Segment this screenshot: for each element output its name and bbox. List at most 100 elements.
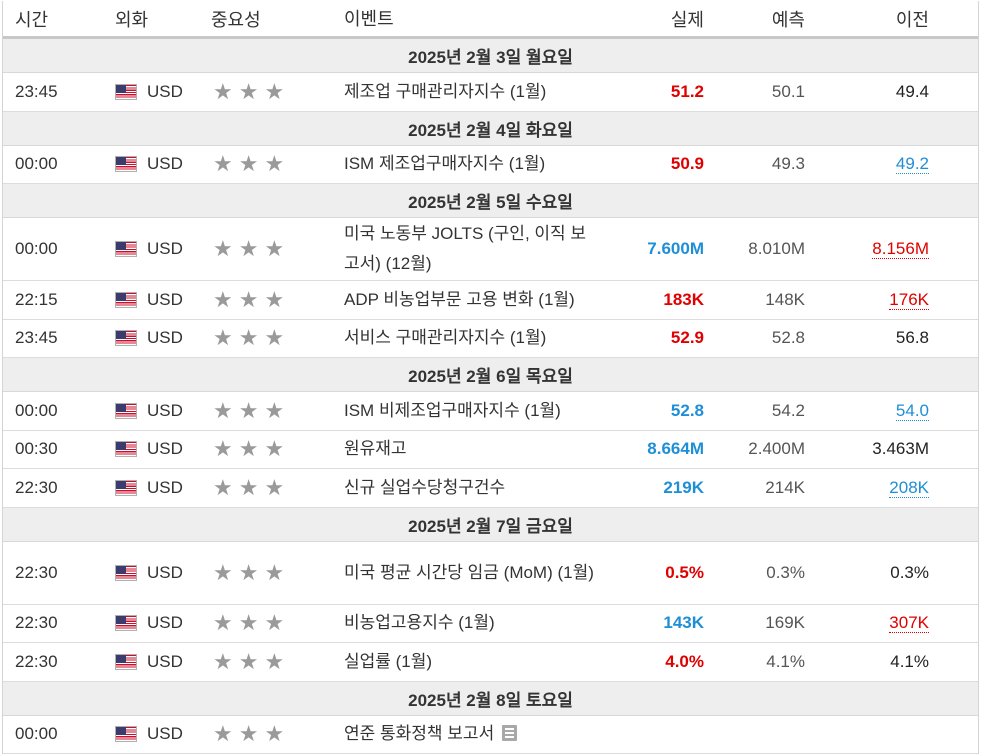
star-icon: ★	[239, 327, 259, 349]
event-title[interactable]: ISM 제조업구매자지수 (1월)	[344, 154, 545, 173]
event-title[interactable]: 원유재고	[344, 439, 407, 458]
star-icon: ★	[239, 651, 259, 673]
event-currency: USD	[113, 290, 211, 310]
importance-stars: ★★★	[211, 651, 344, 673]
header-event[interactable]: 이벤트	[344, 4, 602, 34]
event-currency: USD	[113, 613, 211, 633]
star-icon: ★	[213, 651, 233, 673]
event-previous: 0.3%	[890, 563, 929, 582]
event-actual: 52.8	[602, 401, 704, 421]
event-previous[interactable]: 8.156M	[872, 239, 929, 259]
event-currency: USD	[113, 401, 211, 421]
event-currency: USD	[113, 724, 211, 744]
event-actual: 219K	[602, 478, 704, 498]
star-icon: ★	[213, 477, 233, 499]
star-icon: ★	[264, 562, 284, 584]
event-forecast: 2.400M	[704, 439, 805, 459]
event-actual: 50.9	[602, 154, 704, 174]
event-title[interactable]: 서비스 구매관리자지수 (1월)	[344, 328, 546, 347]
event-actual: 51.2	[602, 82, 704, 102]
us-flag-icon	[115, 615, 137, 631]
currency-code: USD	[147, 82, 183, 102]
importance-stars: ★★★	[211, 289, 344, 311]
event-name[interactable]: 서비스 구매관리자지수 (1월)	[344, 323, 602, 353]
event-title[interactable]: 미국 노동부 JOLTS (구인, 이직 보고서) (12월)	[344, 224, 586, 273]
event-name[interactable]: ADP 비농업부문 고용 변화 (1월)	[344, 285, 602, 315]
event-name[interactable]: 실업률 (1월)	[344, 647, 602, 677]
event-actual: 183K	[602, 290, 704, 310]
event-name[interactable]: 미국 노동부 JOLTS (구인, 이직 보고서) (12월)	[344, 219, 602, 279]
currency-code: USD	[147, 563, 183, 583]
header-actual[interactable]: 실제	[602, 6, 704, 32]
event-title[interactable]: 비농업고용지수 (1월)	[344, 613, 495, 632]
day-header: 2025년 2월 8일 토요일	[3, 682, 978, 716]
event-previous[interactable]: 54.0	[896, 401, 929, 421]
star-icon: ★	[239, 400, 259, 422]
us-flag-icon	[115, 654, 137, 670]
event-name[interactable]: 비농업고용지수 (1월)	[344, 608, 602, 638]
star-icon: ★	[239, 562, 259, 584]
us-flag-icon	[115, 441, 137, 457]
event-name[interactable]: 제조업 구매관리자지수 (1월)	[344, 77, 602, 107]
event-currency: USD	[113, 328, 211, 348]
us-flag-icon	[115, 480, 137, 496]
event-title[interactable]: 실업률 (1월)	[344, 652, 432, 671]
us-flag-icon	[115, 241, 137, 257]
star-icon: ★	[213, 238, 233, 260]
event-name[interactable]: ISM 제조업구매자지수 (1월)	[344, 149, 602, 179]
event-name[interactable]: 연준 통화정책 보고서	[344, 719, 602, 749]
event-name[interactable]: ISM 비제조업구매자지수 (1월)	[344, 396, 602, 426]
event-previous[interactable]: 176K	[889, 290, 929, 310]
event-title[interactable]: 제조업 구매관리자지수 (1월)	[344, 82, 546, 101]
event-time: 00:00	[3, 154, 113, 174]
event-previous-cell: 49.4	[805, 82, 929, 102]
event-title[interactable]: 신규 실업수당청구건수	[344, 478, 505, 497]
star-icon: ★	[239, 238, 259, 260]
event-previous[interactable]: 307K	[889, 613, 929, 633]
event-title[interactable]: ISM 비제조업구매자지수 (1월)	[344, 401, 561, 420]
event-forecast: 169K	[704, 613, 805, 633]
event-previous-cell: 3.463M	[805, 439, 929, 459]
event-time: 00:00	[3, 401, 113, 421]
event-name[interactable]: 미국 평균 시간당 임금 (MoM) (1월)	[344, 558, 602, 588]
event-previous-cell: 0.3%	[805, 563, 929, 583]
star-icon: ★	[213, 562, 233, 584]
event-title[interactable]: ADP 비농업부문 고용 변화 (1월)	[344, 290, 575, 309]
event-name[interactable]: 원유재고	[344, 434, 602, 464]
event-previous[interactable]: 49.2	[896, 154, 929, 174]
star-icon: ★	[264, 153, 284, 175]
header-time[interactable]: 시간	[3, 6, 113, 32]
currency-code: USD	[147, 652, 183, 672]
event-time: 00:30	[3, 439, 113, 459]
event-title[interactable]: 연준 통화정책 보고서	[344, 724, 494, 743]
event-currency: USD	[113, 563, 211, 583]
header-previous[interactable]: 이전	[805, 6, 929, 32]
importance-stars: ★★★	[211, 153, 344, 175]
star-icon: ★	[213, 153, 233, 175]
header-currency[interactable]: 외화	[113, 6, 211, 32]
event-actual: 4.0%	[602, 652, 704, 672]
event-name[interactable]: 신규 실업수당청구건수	[344, 473, 602, 503]
header-forecast[interactable]: 예측	[704, 6, 805, 32]
event-currency: USD	[113, 154, 211, 174]
event-title[interactable]: 미국 평균 시간당 임금 (MoM) (1월)	[344, 563, 594, 582]
header-importance[interactable]: 중요성	[211, 6, 344, 32]
currency-code: USD	[147, 613, 183, 633]
star-icon: ★	[264, 238, 284, 260]
event-time: 22:30	[3, 563, 113, 583]
event-forecast: 8.010M	[704, 239, 805, 259]
event-previous[interactable]: 208K	[889, 478, 929, 498]
